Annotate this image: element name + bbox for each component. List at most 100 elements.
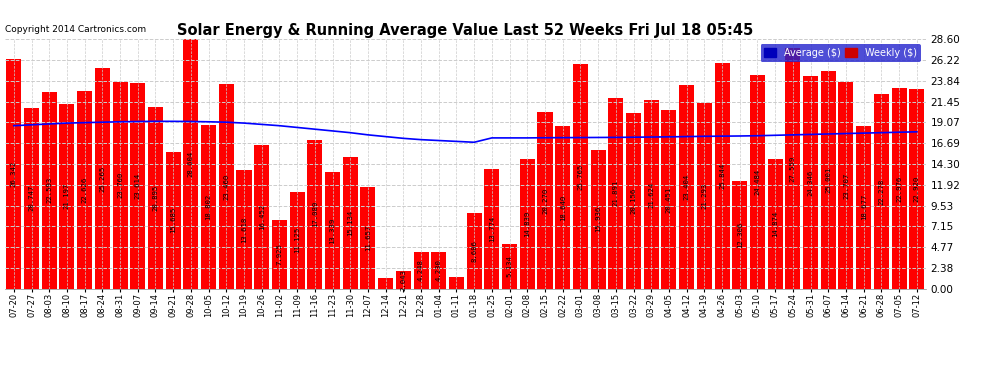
Bar [396,271,411,289]
Bar [785,48,800,289]
Bar [237,170,251,289]
Bar [219,84,234,289]
Bar [661,110,676,289]
Text: 20.451: 20.451 [666,186,672,213]
Bar [131,83,146,289]
Bar [414,252,429,289]
Text: 21.624: 21.624 [648,182,654,208]
Bar [697,103,712,289]
Text: 27.559: 27.559 [790,156,796,182]
Title: Solar Energy & Running Average Value Last 52 Weeks Fri Jul 18 05:45: Solar Energy & Running Average Value Las… [177,23,753,38]
Legend: Average ($), Weekly ($): Average ($), Weekly ($) [760,44,921,62]
Text: 14.839: 14.839 [525,211,531,237]
Text: 22.278: 22.278 [878,178,884,205]
Text: 13.618: 13.618 [241,216,247,243]
Text: 18.640: 18.640 [559,194,565,220]
Bar [733,182,747,289]
Bar [644,100,658,289]
Bar [573,64,588,289]
Bar [325,172,340,289]
Bar [448,277,464,289]
Bar [502,244,517,289]
Bar [839,82,853,289]
Bar [113,82,128,289]
Text: 23.707: 23.707 [842,172,849,198]
Bar [466,213,482,289]
Bar [749,75,765,289]
Bar [378,278,393,289]
Bar [77,92,92,289]
Text: 23.760: 23.760 [117,172,123,198]
Bar [679,85,694,289]
Bar [289,192,305,289]
Text: 11.125: 11.125 [294,227,300,254]
Text: 23.404: 23.404 [684,174,690,200]
Text: 25.001: 25.001 [826,166,832,193]
Bar [608,98,624,289]
Text: 22.920: 22.920 [914,176,920,202]
Text: 21.197: 21.197 [64,183,70,210]
Bar [6,59,22,289]
Text: 7.925: 7.925 [276,243,282,265]
Text: 15.134: 15.134 [347,210,353,236]
Bar [555,126,570,289]
Text: 14.874: 14.874 [772,211,778,237]
Text: 11.657: 11.657 [365,225,371,251]
Text: 24.484: 24.484 [754,169,760,195]
Text: 12.306: 12.306 [737,222,742,248]
Bar [307,140,323,289]
Bar [520,159,535,289]
Text: 15.685: 15.685 [170,207,176,234]
Text: 22.593: 22.593 [47,177,52,203]
Text: 23.460: 23.460 [224,173,230,200]
Text: 13.339: 13.339 [330,217,336,244]
Text: 23.614: 23.614 [135,172,141,199]
Bar [148,106,163,289]
Bar [59,104,74,289]
Bar [201,125,216,289]
Bar [626,113,642,289]
Bar [254,145,269,289]
Bar [343,157,357,289]
Text: 18.677: 18.677 [860,194,866,220]
Bar [874,94,889,289]
Bar [432,252,446,289]
Text: 20.270: 20.270 [542,187,548,213]
Text: 21.891: 21.891 [613,180,619,206]
Text: 2.043: 2.043 [400,269,406,291]
Bar [24,108,39,289]
Text: 20.156: 20.156 [631,188,637,214]
Text: 25.765: 25.765 [577,163,583,189]
Text: 4.248: 4.248 [418,259,424,281]
Bar [272,220,287,289]
Text: 8.686: 8.686 [471,240,477,262]
Text: 25.265: 25.265 [99,165,105,192]
Bar [909,89,925,289]
Text: 18.802: 18.802 [206,194,212,220]
Text: 5.134: 5.134 [507,255,513,277]
Bar [803,76,818,289]
Bar [360,187,375,289]
Text: 20.747: 20.747 [29,185,35,211]
Text: 22.626: 22.626 [81,177,88,203]
Text: 26.342: 26.342 [11,161,17,187]
Bar [183,39,198,289]
Bar [715,63,730,289]
Text: 22.976: 22.976 [896,176,902,202]
Text: Copyright 2014 Cartronics.com: Copyright 2014 Cartronics.com [5,26,147,34]
Bar [821,71,836,289]
Text: 25.844: 25.844 [719,163,725,189]
Bar [892,88,907,289]
Text: 4.230: 4.230 [436,260,442,281]
Text: 20.895: 20.895 [152,184,158,211]
Text: 17.089: 17.089 [312,201,318,227]
Bar [484,169,499,289]
Bar [95,69,110,289]
Text: 16.452: 16.452 [258,204,264,230]
Bar [42,92,56,289]
Bar [165,152,181,289]
Text: 28.604: 28.604 [188,151,194,177]
Bar [767,159,783,289]
Bar [591,150,606,289]
Text: 21.293: 21.293 [701,183,707,209]
